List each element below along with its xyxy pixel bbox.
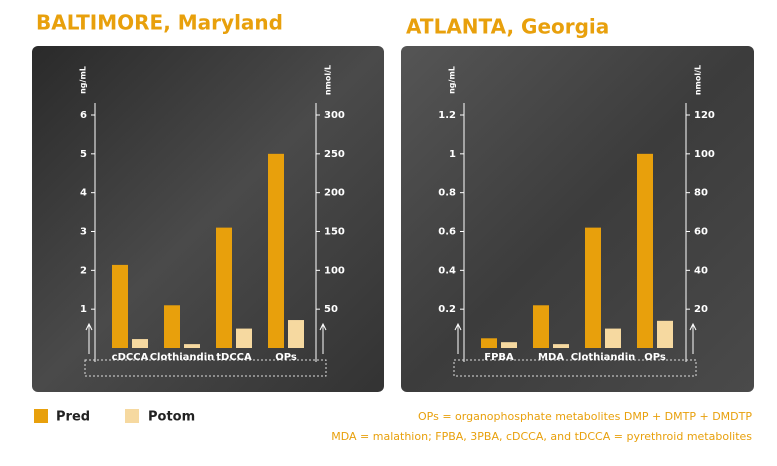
- x-tick-label: Clothiandin: [150, 352, 215, 363]
- x-tick-label: OPs: [644, 352, 666, 363]
- y2-tick-label: 300: [324, 110, 345, 121]
- axis-title: nmol/L: [324, 65, 333, 95]
- legend-swatch: [34, 409, 48, 423]
- x-tick-label: FPBA: [484, 352, 514, 363]
- y2-tick-label: 120: [694, 110, 715, 121]
- bar: [605, 328, 621, 348]
- y2-tick-label: 50: [324, 304, 338, 315]
- bar: [112, 264, 128, 348]
- note: OPs = organophosphate metabolites DMP + …: [418, 410, 752, 423]
- arrow: [689, 322, 697, 354]
- legend-label: Pred: [56, 410, 90, 425]
- photo: [32, 46, 384, 392]
- axis-title: ng/mL: [448, 66, 457, 94]
- legend-label: Potom: [148, 410, 195, 425]
- bar: [533, 305, 549, 348]
- y2-tick-label: 250: [324, 149, 345, 160]
- bar: [657, 320, 673, 348]
- bar: [553, 344, 569, 348]
- x-tick-label: cDCCA: [112, 352, 149, 363]
- arrow: [319, 322, 327, 354]
- x-tick-label: tDCCA: [216, 352, 252, 363]
- bar: [585, 227, 601, 348]
- y2-tick-label: 100: [694, 149, 715, 160]
- x-tick-label: OPs: [275, 352, 297, 363]
- legend-swatch: [125, 409, 139, 423]
- x-tick-label: MDA: [538, 352, 564, 363]
- bar: [288, 320, 304, 348]
- bar: [132, 339, 148, 348]
- x-tick-label: Clothiandin: [571, 352, 636, 363]
- chart-title: BALTIMORE, Maryland: [36, 11, 283, 35]
- y-tick-label: 1: [80, 304, 87, 315]
- y-tick-label: 0.6: [438, 227, 456, 238]
- photo: [401, 46, 754, 392]
- y-tick-label: 2: [80, 265, 87, 276]
- bar: [216, 227, 232, 348]
- y-tick-label: 0.2: [438, 304, 456, 315]
- y-tick-label: 6: [80, 110, 87, 121]
- bar: [268, 153, 284, 348]
- y-tick-label: 1.2: [438, 110, 456, 121]
- bar: [164, 305, 180, 348]
- bar: [184, 344, 200, 348]
- arrow: [454, 322, 462, 354]
- bracket: [453, 359, 697, 377]
- y2-tick-label: 100: [324, 265, 345, 276]
- y-tick-label: 5: [80, 149, 87, 160]
- bar: [236, 328, 252, 348]
- bar: [481, 338, 497, 348]
- y2-tick-label: 20: [694, 304, 708, 315]
- axis-title: ng/mL: [79, 66, 88, 94]
- note: MDA = malathion; FPBA, 3PBA, cDCCA, and …: [331, 430, 752, 443]
- y2-tick-label: 80: [694, 188, 708, 199]
- bar: [501, 342, 517, 348]
- y2-tick-label: 200: [324, 188, 345, 199]
- axis-title: nmol/L: [694, 65, 703, 95]
- y2-tick-label: 60: [694, 227, 708, 238]
- chart-title: ATLANTA, Georgia: [406, 15, 609, 39]
- y2-tick-label: 40: [694, 265, 708, 276]
- y-tick-label: 4: [80, 188, 87, 199]
- bracket: [84, 359, 327, 377]
- y-tick-label: 1: [449, 149, 456, 160]
- y2-tick-label: 150: [324, 227, 345, 238]
- y-tick-label: 0.4: [438, 265, 456, 276]
- bar: [637, 153, 653, 348]
- arrow: [85, 322, 93, 354]
- y-tick-label: 3: [80, 227, 87, 238]
- y-tick-label: 0.8: [438, 188, 456, 199]
